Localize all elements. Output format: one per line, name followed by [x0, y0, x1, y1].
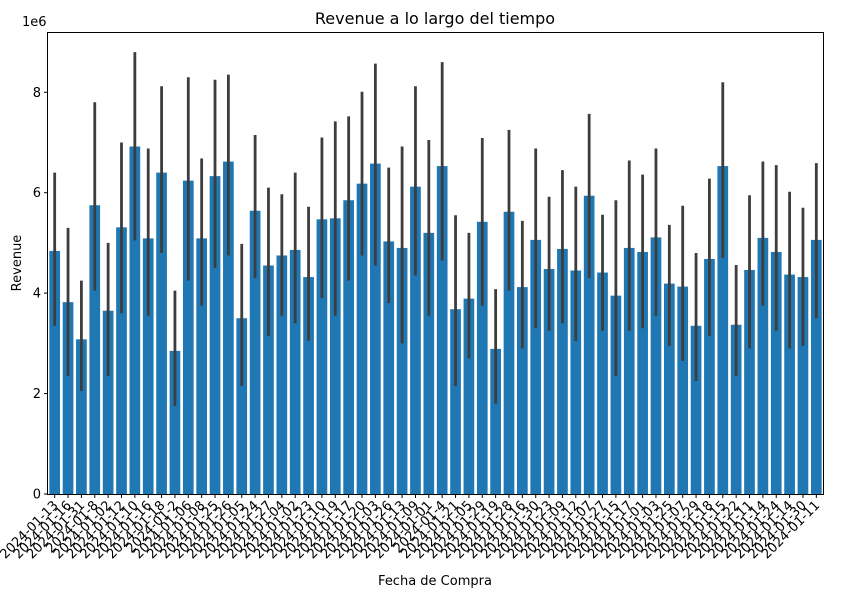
- bar: [356, 183, 368, 494]
- bar: [583, 195, 595, 494]
- y-tick-label: 4: [33, 287, 41, 302]
- bars-group: [49, 146, 822, 495]
- bar: [490, 348, 501, 494]
- bar: [76, 339, 87, 494]
- bar: [770, 251, 782, 494]
- bar: [463, 298, 475, 494]
- bar: [89, 205, 101, 494]
- bar: [663, 283, 675, 494]
- y-tick-label: 8: [33, 86, 41, 101]
- bar: [289, 249, 301, 494]
- bar: [169, 350, 181, 494]
- bar: [116, 227, 127, 494]
- bar: [650, 237, 662, 494]
- bar: [129, 146, 141, 494]
- bar: [543, 269, 555, 494]
- bar: [102, 310, 114, 494]
- bar: [784, 274, 795, 494]
- error-bars-group: [53, 52, 818, 407]
- bar: [717, 166, 729, 494]
- bar: [557, 248, 568, 494]
- bar: [436, 166, 448, 494]
- bar: [450, 309, 461, 494]
- bar: [637, 251, 648, 494]
- bar: [797, 277, 809, 494]
- bar: [623, 247, 635, 494]
- bar: [156, 172, 167, 495]
- chart-title: Revenue a lo largo del tiempo: [315, 9, 555, 28]
- bar: [610, 295, 622, 494]
- x-axis-label: Fecha de Compra: [378, 574, 492, 589]
- bar: [249, 210, 261, 494]
- bar: [423, 232, 435, 494]
- y-axis-label: Revenue: [10, 235, 25, 292]
- y-tick-label: 2: [33, 387, 41, 402]
- bar: [704, 258, 715, 494]
- bar: [329, 218, 341, 494]
- bar: [730, 324, 742, 494]
- bar: [196, 238, 208, 494]
- y-axis-ticks: 0 2 4 6 8: [33, 86, 48, 503]
- bar: [476, 221, 488, 494]
- x-axis-ticks: 2024-01-132024-01-162024-01-312024-01-82…: [0, 494, 823, 562]
- y-axis-offset-label: 1e6: [22, 15, 47, 30]
- bar: [49, 250, 61, 494]
- bar: [383, 241, 395, 494]
- bar: [744, 270, 755, 494]
- bar: [223, 161, 234, 494]
- bar: [597, 272, 608, 494]
- bar: [517, 287, 528, 494]
- bar: [142, 238, 154, 494]
- bar: [503, 211, 515, 494]
- bar: [677, 286, 689, 494]
- bar: [370, 163, 381, 494]
- bar: [209, 176, 221, 494]
- bar: [757, 237, 769, 494]
- bar: [263, 265, 274, 494]
- bar: [343, 200, 354, 495]
- bar: [236, 318, 248, 494]
- bar: [316, 219, 328, 494]
- y-tick-label: 0: [33, 488, 41, 503]
- bar: [690, 325, 702, 494]
- plot-frame: [47, 32, 824, 495]
- bar: [182, 180, 194, 494]
- bar: [410, 186, 421, 495]
- bar: [810, 239, 822, 494]
- bar: [303, 277, 314, 494]
- bar: [276, 255, 288, 494]
- bar: [62, 302, 74, 494]
- bar: [396, 247, 408, 494]
- y-tick-label: 6: [33, 186, 41, 201]
- bar: [570, 270, 582, 494]
- bar: [530, 239, 542, 494]
